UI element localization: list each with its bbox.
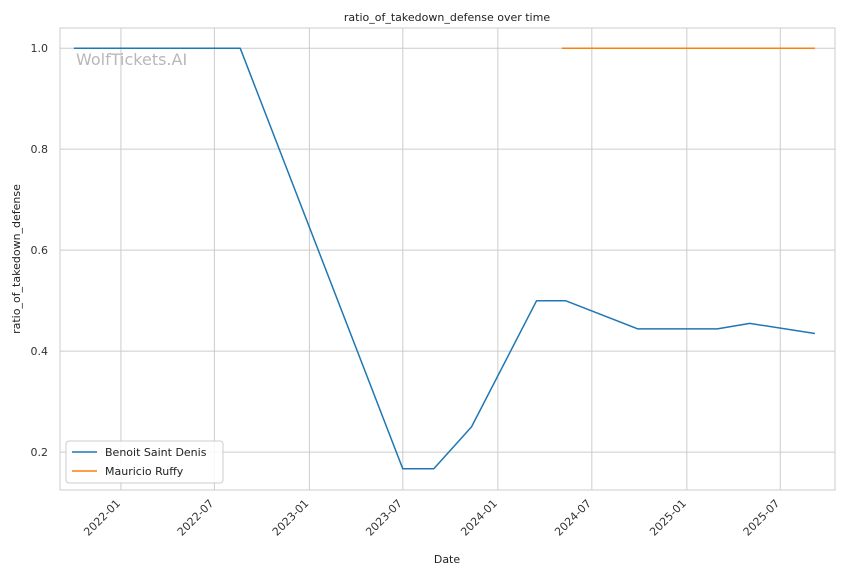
y-tick-label: 0.6 bbox=[31, 244, 49, 257]
series-line-0 bbox=[73, 47, 816, 470]
y-tick-label: 1.0 bbox=[31, 42, 49, 55]
watermark: WolfTickets.AI bbox=[76, 50, 187, 69]
series-lines bbox=[73, 47, 816, 470]
legend-label: Mauricio Ruffy bbox=[105, 465, 184, 478]
legend-label: Benoit Saint Denis bbox=[105, 446, 207, 459]
plot-frame bbox=[59, 27, 836, 491]
y-tick-label: 0.2 bbox=[31, 446, 49, 459]
y-tick-labels: 0.2 0.4 0.6 0.8 1.0 bbox=[31, 42, 49, 459]
y-tick-label: 0.4 bbox=[31, 345, 49, 358]
x-axis-label: Date bbox=[434, 553, 461, 566]
y-axis-label: ratio_of_takedown_defense bbox=[10, 184, 23, 334]
grid-lines bbox=[60, 28, 835, 490]
legend: Benoit Saint Denis Mauricio Ruffy bbox=[65, 440, 224, 484]
y-tick-label: 0.8 bbox=[31, 143, 49, 156]
legend-box bbox=[65, 440, 224, 484]
chart-title: ratio_of_takedown_defense over time bbox=[344, 11, 550, 24]
